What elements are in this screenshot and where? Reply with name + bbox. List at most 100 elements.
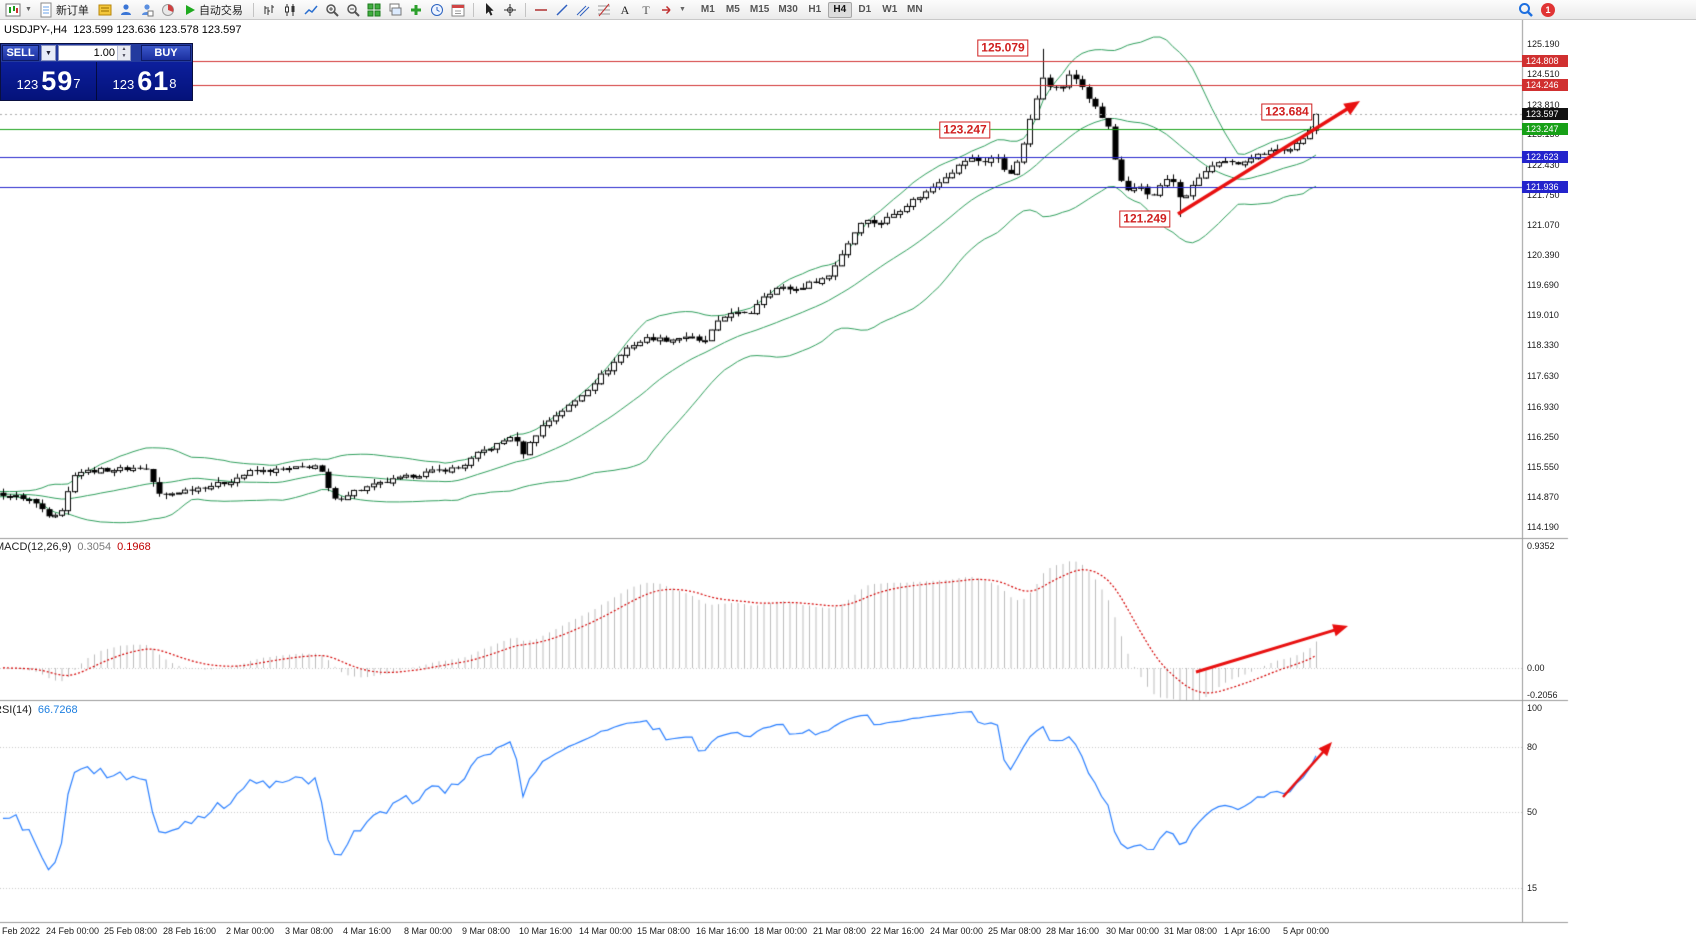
notification-badge[interactable]: 1: [1541, 3, 1555, 17]
time-axis-label[interactable]: 1 Apr 16:00: [1224, 926, 1271, 936]
time-axis-label[interactable]: 25 Feb 08:00: [104, 926, 158, 936]
autotrading-button[interactable]: 自动交易: [179, 1, 248, 19]
timeframe-w1-button[interactable]: W1: [882, 4, 898, 15]
text-label-icon[interactable]: T: [636, 1, 656, 19]
volume-dropdown-button[interactable]: ▼: [41, 45, 56, 61]
line-chart-icon[interactable]: [301, 1, 321, 19]
time-axis-label[interactable]: 16 Mar 16:00: [696, 926, 750, 936]
terminal-icon[interactable]: [158, 1, 178, 19]
price-axis-label: 120.390: [1527, 249, 1560, 260]
time-axis-label[interactable]: 31 Mar 08:00: [1164, 926, 1218, 936]
trendline-icon[interactable]: [552, 1, 572, 19]
volume-input[interactable]: [59, 46, 117, 60]
new-order-icon: [40, 2, 52, 17]
buy-price[interactable]: 123 61 8: [96, 62, 192, 100]
price-axis-label: 121.750: [1527, 190, 1560, 201]
time-axis-label[interactable]: 4 Mar 16:00: [343, 926, 392, 936]
price-axis-label: 124.510: [1527, 68, 1560, 79]
price-annotation[interactable]: 123.247: [939, 121, 991, 139]
autotrading-label: 自动交易: [198, 4, 243, 17]
volume-up-button[interactable]: ▲: [118, 46, 130, 53]
volume-down-button[interactable]: ▼: [118, 53, 130, 60]
time-axis-label[interactable]: 3 Mar 08:00: [285, 926, 334, 936]
timeframe-h1-button[interactable]: H1: [808, 4, 822, 15]
autotrading-play-icon: [185, 4, 195, 15]
cursor-icon[interactable]: [479, 1, 499, 19]
text-icon[interactable]: A: [615, 1, 635, 19]
buy-price-prefix: 123: [112, 76, 135, 92]
tile-windows-icon[interactable]: [364, 1, 384, 19]
rsi-axis-label: 80: [1527, 742, 1538, 753]
time-axis-label[interactable]: 28 Feb 16:00: [163, 926, 217, 936]
time-axis-label[interactable]: 15 Mar 08:00: [637, 926, 691, 936]
new-chart-icon[interactable]: [3, 1, 23, 19]
time-axis-label[interactable]: 8 Mar 00:00: [404, 926, 453, 936]
rsi-axis-label: 100: [1527, 703, 1543, 713]
arrow-shapes-caret-icon[interactable]: ▼: [678, 6, 686, 13]
price-annotation[interactable]: 123.684: [1261, 103, 1313, 121]
time-axis-label[interactable]: 30 Mar 00:00: [1106, 926, 1160, 936]
time-axis-label[interactable]: 28 Mar 16:00: [1046, 926, 1100, 936]
price-annotation[interactable]: 125.079: [977, 39, 1029, 57]
buy-price-sup: 8: [169, 75, 177, 91]
time-axis-label[interactable]: 25 Mar 08:00: [988, 926, 1042, 936]
horizontal-line-icon[interactable]: [531, 1, 551, 19]
timeframe-h4-button[interactable]: H4: [827, 1, 852, 18]
price-axis-label: 117.630: [1527, 370, 1559, 381]
equidistant-channel-icon[interactable]: [573, 1, 593, 19]
time-axis-label[interactable]: 22 Mar 16:00: [871, 926, 925, 936]
sell-price[interactable]: 123 59 7: [1, 62, 96, 100]
price-axis-label: 121.070: [1527, 219, 1560, 230]
time-axis-label[interactable]: 24 Feb 00:00: [46, 926, 100, 936]
time-axis-label[interactable]: 9 Mar 08:00: [462, 926, 511, 936]
time-axis-label[interactable]: Feb 2022: [2, 926, 41, 936]
crosshair-icon[interactable]: [500, 1, 520, 19]
time-axis-label[interactable]: 18 Mar 00:00: [754, 926, 808, 936]
timeframe-m5-button[interactable]: M5: [725, 4, 740, 15]
cascade-windows-icon[interactable]: [385, 1, 405, 19]
macd-indicator-label: MACD(12,26,9) 0.3054 0.1968: [0, 541, 151, 553]
toolbar-separator: [524, 2, 526, 17]
search-icon[interactable]: [1516, 1, 1536, 19]
new-chart-caret-icon[interactable]: ▼: [25, 6, 32, 13]
time-axis-label[interactable]: 2 Mar 00:00: [226, 926, 275, 936]
price-annotation[interactable]: 121.249: [1119, 210, 1171, 228]
timeframe-group: M1 M5 M15 M30 H1 H4 D1 W1 MN: [696, 1, 927, 18]
time-axis-label[interactable]: 5 Apr 00:00: [1283, 926, 1330, 936]
macd-signal-value: 0.1968: [117, 541, 151, 553]
fibonacci-retracement-icon[interactable]: [594, 1, 614, 19]
timeframe-mn-button[interactable]: MN: [907, 4, 923, 15]
timeframe-d1-button[interactable]: D1: [858, 4, 872, 15]
buy-price-big: 61: [137, 65, 170, 96]
ohlc-header: USDJPY-,H4 123.599 123.636 123.578 123.5…: [4, 24, 242, 36]
timeframe-m30-button[interactable]: M30: [778, 4, 798, 15]
time-axis-label[interactable]: 24 Mar 00:00: [930, 926, 984, 936]
candlestick-chart-icon[interactable]: [280, 1, 300, 19]
price-axis-label: 122.430: [1527, 160, 1560, 171]
time-axis-label[interactable]: 14 Mar 00:00: [579, 926, 633, 936]
timeframe-m1-button[interactable]: M1: [700, 4, 715, 15]
bar-chart-icon[interactable]: [259, 1, 279, 19]
data-window-icon[interactable]: [137, 1, 157, 19]
calendar-icon[interactable]: [448, 1, 468, 19]
time-axis-label[interactable]: 10 Mar 16:00: [519, 926, 573, 936]
price-badge: 124.808: [1522, 54, 1568, 67]
market-watch-icon[interactable]: [95, 1, 115, 19]
new-order-label: 新订单: [55, 4, 89, 17]
period-clock-icon[interactable]: [427, 1, 447, 19]
zoom-out-icon[interactable]: [343, 1, 363, 19]
time-axis-label[interactable]: 21 Mar 08:00: [813, 926, 867, 936]
sell-button[interactable]: SELL: [2, 45, 39, 61]
add-indicator-icon[interactable]: [406, 1, 426, 19]
new-order-button[interactable]: 新订单: [34, 1, 94, 19]
price-axis-label: 119.010: [1527, 310, 1559, 321]
sell-price-prefix: 123: [16, 76, 39, 92]
navigator-icon[interactable]: [116, 1, 136, 19]
timeframe-m15-button[interactable]: M15: [749, 4, 770, 15]
zoom-in-icon[interactable]: [322, 1, 342, 19]
chart-canvas[interactable]: [0, 20, 1696, 941]
buy-button[interactable]: BUY: [141, 45, 191, 61]
arrow-shapes-icon[interactable]: [657, 1, 677, 19]
